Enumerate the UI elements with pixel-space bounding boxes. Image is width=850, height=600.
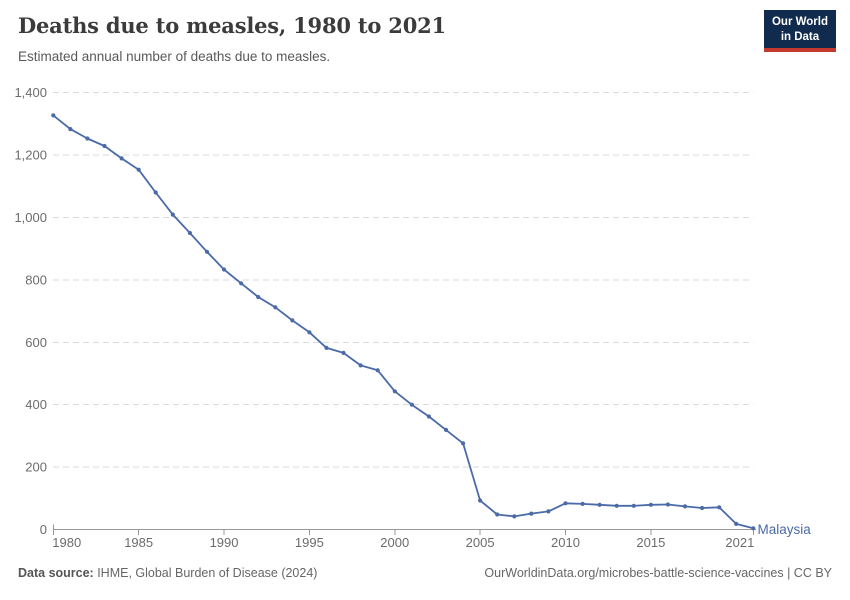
owid-logo-line2: in Data xyxy=(780,30,820,43)
y-tick-label: 1,200 xyxy=(14,148,47,163)
y-tick-label: 1,000 xyxy=(14,210,47,225)
x-tick-label: 2021 xyxy=(725,535,754,550)
data-point-marker xyxy=(597,502,602,507)
data-point-marker xyxy=(239,281,244,286)
credit-link[interactable]: OurWorldinData.org/microbes-battle-scien… xyxy=(484,566,832,580)
data-point-marker xyxy=(700,505,705,511)
y-tick-label: 200 xyxy=(25,460,47,475)
data-point-marker xyxy=(136,167,141,172)
x-tick-label: 2000 xyxy=(380,535,409,550)
data-point-marker xyxy=(631,503,636,508)
page-title: Deaths due to measles, 1980 to 2021 xyxy=(18,13,446,38)
y-tick-label: 800 xyxy=(25,272,47,287)
data-point-marker xyxy=(204,249,210,254)
data-point-marker xyxy=(478,498,483,503)
entity-label-malaysia[interactable]: Malaysia xyxy=(758,522,812,537)
data-point-marker xyxy=(409,402,414,407)
x-tick-label: 1995 xyxy=(295,535,324,550)
y-tick-label: 0 xyxy=(40,522,47,537)
chart-subtitle: Estimated annual number of deaths due to… xyxy=(18,49,331,64)
data-point-marker xyxy=(443,427,449,432)
data-point-marker xyxy=(119,156,124,161)
data-point-marker xyxy=(221,267,227,272)
data-point-marker xyxy=(495,512,500,517)
data-point-marker xyxy=(102,143,107,149)
data-point-marker xyxy=(290,318,295,323)
data-point-marker xyxy=(170,212,175,217)
data-point-marker xyxy=(68,127,73,132)
data-point-marker xyxy=(324,345,329,350)
data-source-label: Data source: xyxy=(18,566,94,580)
data-point-marker xyxy=(461,441,466,446)
data-point-marker xyxy=(546,509,551,514)
data-point-marker xyxy=(273,305,278,310)
data-point-marker xyxy=(734,521,739,527)
data-point-marker xyxy=(392,389,397,394)
data-point-marker xyxy=(751,526,756,531)
data-point-marker xyxy=(51,113,56,118)
data-point-marker xyxy=(563,501,568,506)
y-tick-label: 400 xyxy=(25,397,47,412)
data-point-marker xyxy=(375,368,380,373)
data-point-marker xyxy=(614,503,619,508)
x-tick-label: 2010 xyxy=(551,535,580,550)
data-point-marker xyxy=(717,505,722,510)
data-point-marker xyxy=(682,504,688,509)
owid-logo-line1: Our World xyxy=(771,16,828,28)
series-line xyxy=(52,114,755,530)
y-tick-label: 1,400 xyxy=(14,85,47,100)
data-point-marker xyxy=(153,190,158,195)
x-tick-label: 2015 xyxy=(636,535,665,550)
x-tick-label: 2005 xyxy=(466,535,495,550)
y-tick-label: 600 xyxy=(25,335,47,350)
data-point-marker xyxy=(426,414,431,419)
data-point-marker xyxy=(256,294,261,300)
x-tick-label: 1985 xyxy=(124,535,153,550)
data-point-marker xyxy=(529,511,534,516)
data-source-text: IHME, Global Burden of Disease (2024) xyxy=(93,566,318,580)
chart-footer: Data source: IHME, Global Burden of Dise… xyxy=(18,566,832,580)
x-tick-label: 1990 xyxy=(210,535,239,550)
data-point-marker xyxy=(512,514,517,519)
data-point-marker xyxy=(187,230,192,236)
x-tick-label: 1980 xyxy=(52,535,81,550)
data-point-marker xyxy=(85,136,90,141)
x-axis: 1980 1985 1990 1995 2000 2005 2010 2015 2021 xyxy=(52,524,756,550)
y-gridlines: 0 200 400 600 800 1,000 1,200 1,400 xyxy=(14,85,754,537)
data-point-marker xyxy=(341,350,346,355)
data-source: Data source: IHME, Global Burden of Dise… xyxy=(18,566,317,580)
data-point-marker xyxy=(358,363,363,368)
data-point-marker xyxy=(648,502,654,507)
data-point-marker xyxy=(307,330,312,335)
data-point-marker xyxy=(665,502,671,507)
data-point-marker xyxy=(580,501,585,506)
owid-logo[interactable]: Our World in Data xyxy=(763,10,836,52)
series-malaysia[interactable] xyxy=(51,113,756,531)
